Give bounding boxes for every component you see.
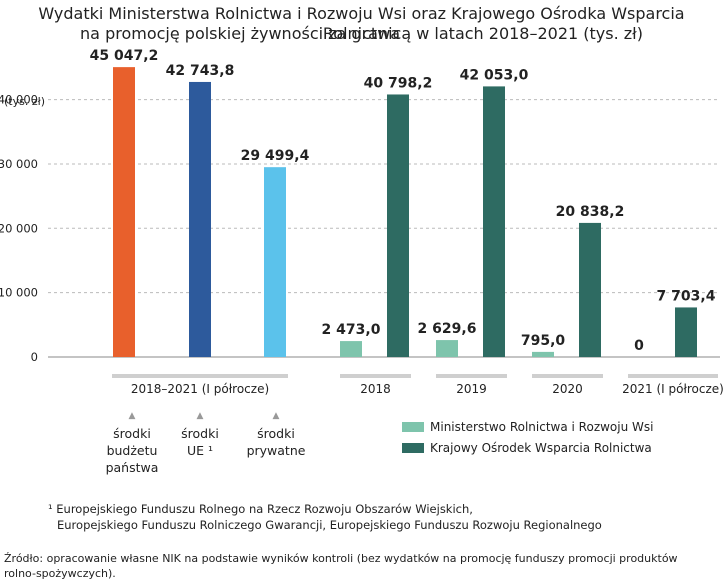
- group-axis-bar-3: [532, 374, 603, 378]
- sublabel-ue: ▲ środki UE ¹: [160, 408, 240, 459]
- chart-title-line1: Wydatki Ministerstwa Rolnictwa i Rozwoju…: [38, 4, 685, 43]
- footnote-line1: ¹ Europejskiego Funduszu Rolnego na Rzec…: [48, 502, 473, 516]
- data-label-2-0: 2 629,6: [418, 321, 477, 337]
- data-label-1-1: 40 798,2: [364, 75, 433, 91]
- data-label-4-1: 7 703,4: [657, 288, 716, 304]
- y-axis-unit: (tys. zł): [4, 95, 45, 108]
- sublabel-budzet-line1: środki: [113, 426, 151, 441]
- sublabel-budzet-arrow-icon: ▲: [128, 411, 136, 421]
- bar-2-1: [483, 86, 505, 358]
- legend-label-kowr: Krajowy Ośrodek Wsparcia Rolnictwa: [430, 441, 652, 455]
- bar-0-2: [264, 167, 286, 357]
- group-axis-bar-2: [436, 374, 507, 378]
- bar-3-1: [579, 222, 601, 357]
- data-label-3-0: 795,0: [521, 333, 566, 349]
- group-label-3: 2020: [552, 382, 583, 396]
- sublabel-prywatne-line2: prywatne: [246, 443, 306, 458]
- data-label-0-1: 42 743,8: [166, 63, 235, 79]
- source-line1: Źródło: opracowanie własne NIK na podsta…: [4, 552, 678, 565]
- y-tick-label-3: 30 000: [0, 157, 38, 171]
- sublabel-budzet-line2: budżetu: [106, 443, 158, 458]
- bar-3-0: [532, 351, 554, 357]
- footnote-line2: Europejskiego Funduszu Rolniczego Gwaran…: [57, 518, 602, 532]
- group-label-4: 2021 (I półrocze): [622, 382, 723, 396]
- sublabel-budzet-line3: państwa: [105, 460, 159, 475]
- bar-2-0: [436, 340, 458, 357]
- sublabel-prywatne-line1: środki: [257, 426, 295, 441]
- sublabel-ue-line1: środki: [181, 426, 219, 441]
- data-label-4-0: 0: [634, 338, 644, 354]
- data-label-1-0: 2 473,0: [322, 322, 381, 338]
- source-line2: rolno-spożywczych).: [4, 567, 116, 580]
- data-label-0-2: 29 499,4: [241, 148, 310, 164]
- y-tick-label-4: 40 000: [0, 93, 38, 107]
- bar-1-0: [340, 341, 362, 357]
- bar-1-1: [387, 94, 409, 358]
- legend-label-ministerstwo: Ministerstwo Rolnictwa i Rozwoju Wsi: [430, 420, 654, 434]
- group-axis-bar-0: [112, 374, 288, 378]
- legend-item-kowr: Krajowy Ośrodek Wsparcia Rolnictwa: [402, 441, 652, 455]
- sublabel-prywatne-arrow-icon: ▲: [272, 411, 280, 421]
- legend-swatch-ministerstwo: [402, 422, 424, 432]
- y-tick-label-2: 20 000: [0, 221, 38, 235]
- legend-item-ministerstwo: Ministerstwo Rolnictwa i Rozwoju Wsi: [402, 420, 653, 434]
- sublabel-ue-arrow-icon: ▲: [196, 411, 204, 421]
- group-label-2: 2019: [456, 382, 487, 396]
- sublabel-ue-line2: UE ¹: [186, 443, 214, 458]
- group-label-1: 2018: [360, 382, 391, 396]
- legend-swatch-kowr: [402, 443, 424, 453]
- bar-0-1: [189, 81, 211, 357]
- group-label-0: 2018–2021 (I półrocze): [131, 382, 269, 396]
- y-tick-label-1: 10 000: [0, 286, 38, 300]
- sublabel-prywatne: ▲ środki prywatne: [236, 408, 316, 459]
- data-label-0-0: 45 047,2: [90, 48, 159, 64]
- sublabel-budzet: ▲ środki budżetu państwa: [92, 408, 172, 476]
- data-label-3-1: 20 838,2: [556, 204, 625, 220]
- bar-4-1: [675, 307, 697, 357]
- group-axis-bar-1: [340, 374, 411, 378]
- bar-chart: (tys. zł) 0 10 000 20 000 30 000 40 000 45 047…: [0, 48, 723, 396]
- bar-0-0: [113, 67, 135, 358]
- group-axis-bar-4: [628, 374, 718, 378]
- y-tick-label-0: 0: [31, 350, 38, 364]
- chart-title-line2: na promocję polskiej żywności za granicą…: [80, 24, 643, 43]
- data-label-2-1: 42 053,0: [460, 67, 529, 83]
